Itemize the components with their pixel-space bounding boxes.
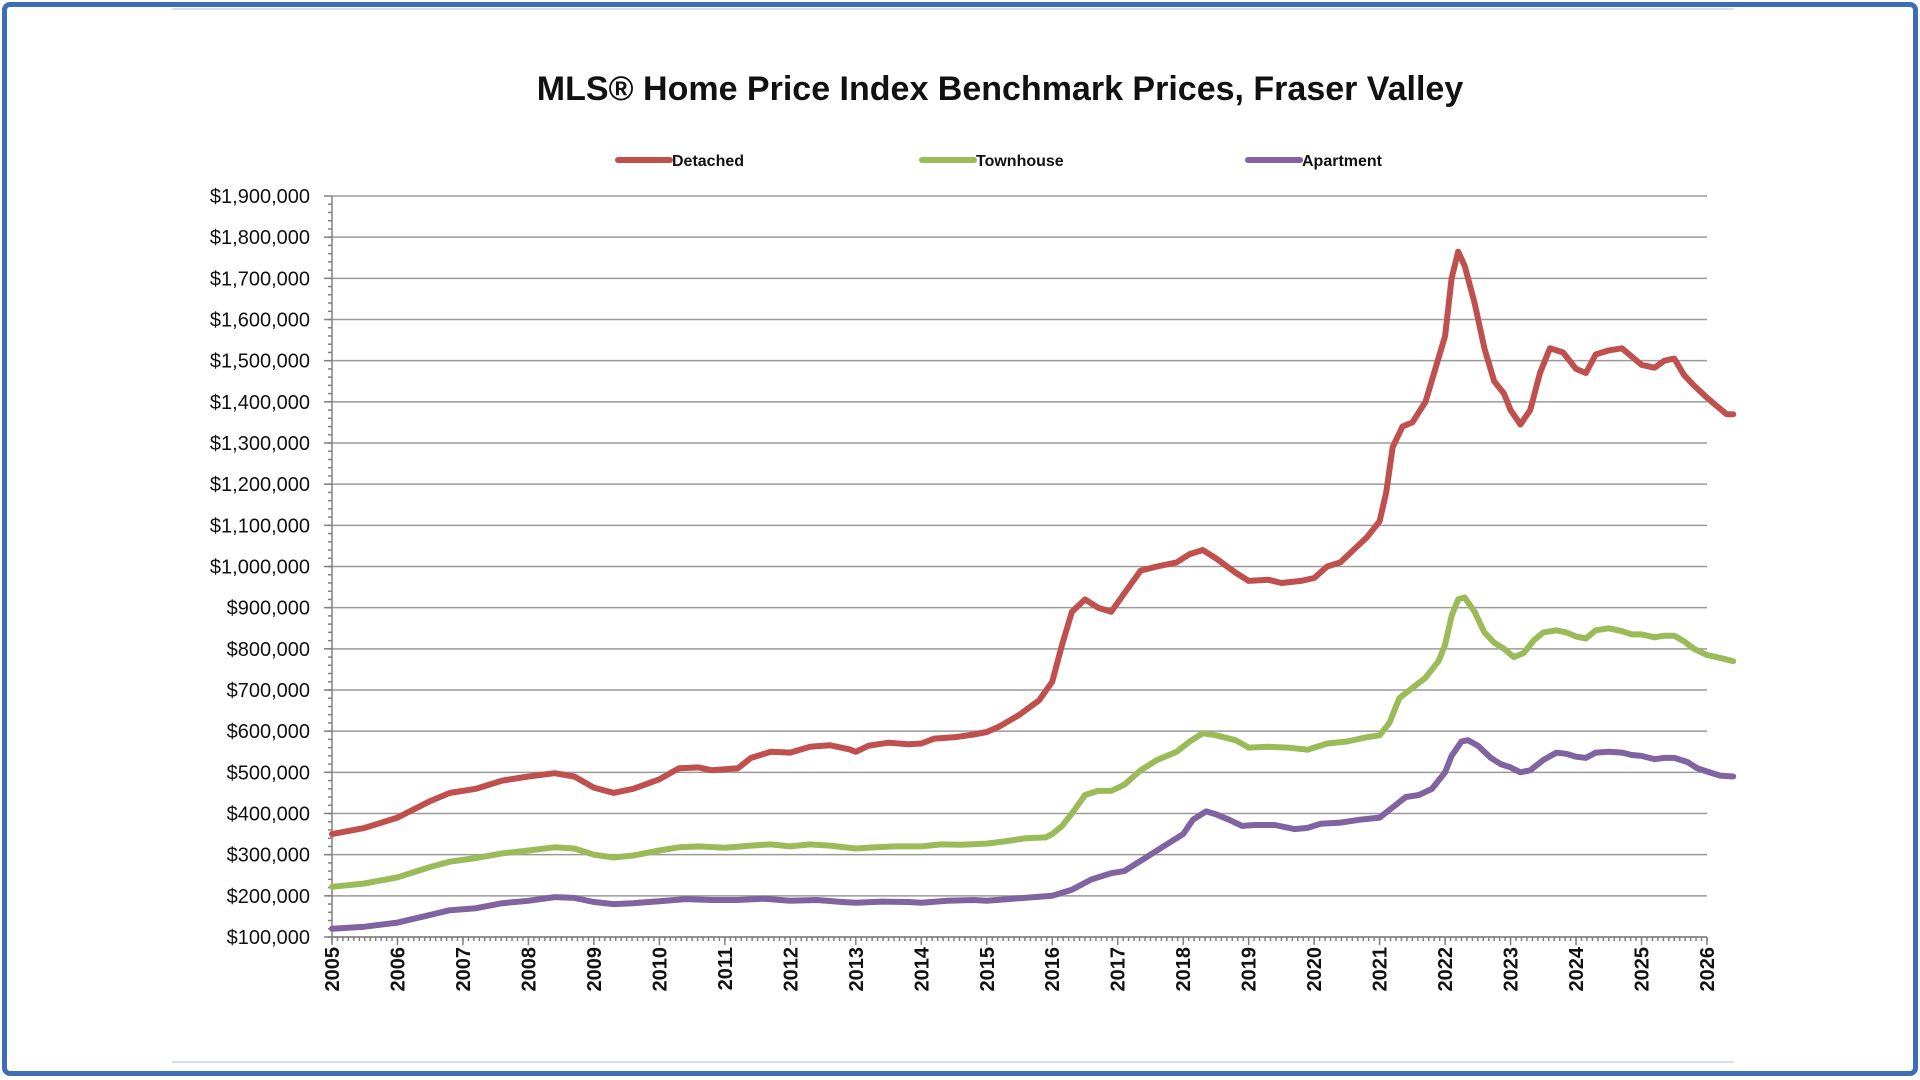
x-tick-label: 2015 — [977, 947, 999, 992]
y-tick-label: $1,700,000 — [210, 268, 310, 290]
y-tick-label: $500,000 — [227, 762, 310, 784]
top-rule — [172, 8, 1734, 10]
x-tick-label: 2009 — [584, 947, 606, 992]
y-tick-label: $700,000 — [227, 680, 310, 702]
series-line-apartment — [329, 737, 1737, 932]
x-tick-label: 2021 — [1370, 947, 1392, 992]
y-tick-label: $400,000 — [227, 804, 310, 826]
series-lines — [329, 248, 1737, 932]
x-tick-label: 2023 — [1501, 947, 1523, 992]
bottom-rule — [172, 1061, 1734, 1063]
x-tick-label: 2024 — [1566, 946, 1588, 991]
x-tick-label: 2016 — [1042, 947, 1064, 992]
x-tick-label: 2005 — [322, 947, 344, 992]
y-tick-label: $1,800,000 — [210, 227, 310, 249]
y-tick-label: $1,300,000 — [210, 433, 310, 455]
x-tick-label: 2026 — [1697, 947, 1719, 992]
gridlines — [324, 195, 1708, 945]
x-tick-label: 2012 — [780, 947, 802, 992]
y-tick-label: $1,500,000 — [210, 351, 310, 373]
legend-label-detached: Detached — [672, 153, 744, 170]
y-tick-label: $1,100,000 — [210, 515, 310, 537]
y-axis-ticks: $100,000 $200,000 $300,000 $400,000 $500,000… — [210, 186, 310, 949]
x-tick-label: 2025 — [1632, 947, 1654, 992]
y-tick-label: $1,400,000 — [210, 392, 310, 414]
x-tick-label: 2008 — [518, 947, 540, 992]
series-line-townhouse — [329, 594, 1737, 890]
x-axis-ticks: 2005 2006 2007 2008 2009 2010 2011 2012 2013 2014… — [322, 946, 1719, 991]
x-tick-label: 2014 — [911, 946, 933, 991]
y-tick-label: $600,000 — [227, 721, 310, 743]
y-tick-label: $1,900,000 — [210, 186, 310, 208]
y-tick-label: $900,000 — [227, 598, 310, 620]
chart-title: MLS® Home Price Index Benchmark Prices, … — [537, 70, 1464, 108]
legend: Detached Townhouse Apartment — [615, 153, 1383, 170]
y-tick-label: $100,000 — [227, 927, 310, 949]
x-tick-label: 2019 — [1239, 947, 1261, 992]
y-tick-label: $800,000 — [227, 639, 310, 661]
x-tick-label: 2018 — [1173, 947, 1195, 992]
x-tick-label: 2006 — [387, 947, 409, 992]
x-tick-label: 2017 — [1108, 947, 1130, 992]
y-tick-label: $200,000 — [227, 886, 310, 908]
x-tick-label: 2011 — [715, 947, 737, 990]
legend-label-apartment: Apartment — [1302, 153, 1383, 170]
y-tick-label: $1,200,000 — [210, 474, 310, 496]
legend-label-townhouse: Townhouse — [976, 153, 1064, 170]
x-tick-label: 2022 — [1435, 947, 1457, 992]
y-tick-label: $300,000 — [227, 845, 310, 867]
y-tick-label: $1,000,000 — [210, 557, 310, 579]
x-tick-label: 2013 — [846, 947, 868, 992]
x-tick-label: 2010 — [649, 947, 671, 992]
x-tick-label: 2020 — [1304, 947, 1326, 992]
x-tick-label: 2007 — [453, 947, 475, 992]
y-tick-label: $1,600,000 — [210, 310, 310, 332]
series-line-detached — [329, 248, 1737, 838]
